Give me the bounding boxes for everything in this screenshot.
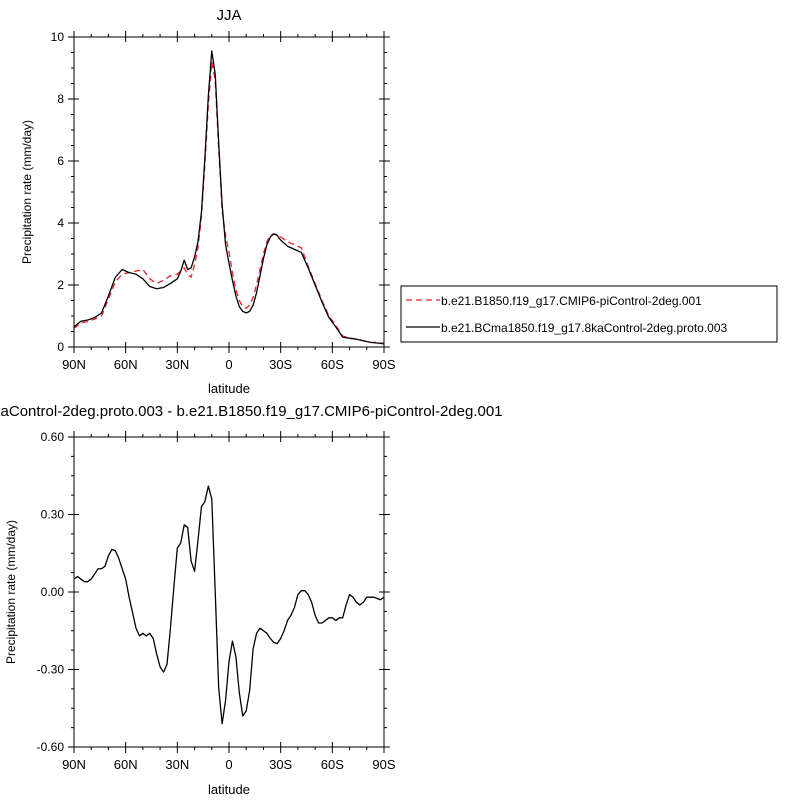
bottom-chart-title: g17.8kaControl-2deg.proto.003 - b.e21.B1… (0, 403, 503, 420)
bottom-y-axis: -0.60 -0.30 0.00 0.30 0.60 (37, 430, 390, 754)
top-x-tick-label: 90S (372, 357, 395, 372)
bottom-x-tick-label: 90N (62, 757, 86, 772)
top-chart-title: JJA (216, 7, 241, 24)
top-y-tick-label: 10 (51, 30, 65, 44)
bottom-y-tick-label: 0.60 (41, 430, 65, 444)
top-y-tick-label: 0 (57, 340, 64, 354)
top-x-tick-label: 30N (165, 357, 189, 372)
bottom-x-tick-label: 90S (372, 757, 395, 772)
top-x-tick-label: 90N (62, 357, 86, 372)
top-x-tick-label: 60S (321, 357, 344, 372)
top-x-axis-label: latitude (208, 381, 250, 396)
bottom-y-axis-label: Precipitation rate (mm/day) (4, 520, 18, 664)
bottom-x-axis: 90N 60N 30N 0 30S 60S 90S (62, 431, 396, 772)
top-x-tick-label: 60N (114, 357, 138, 372)
top-y-tick-label: 6 (57, 154, 64, 168)
top-x-tick-label: 0 (225, 357, 232, 372)
top-series-line-2 (73, 50, 385, 345)
bottom-panel: g17.8kaControl-2deg.proto.003 - b.e21.B1… (0, 403, 503, 797)
bottom-y-tick-label: 0.30 (41, 508, 65, 522)
top-x-tick-label: 30S (269, 357, 292, 372)
bottom-series-lines (73, 485, 385, 725)
legend: b.e21.B1850.f19_g17.CMIP6-piControl-2deg… (400, 285, 778, 343)
top-series-lines (73, 50, 385, 345)
bottom-x-tick-label: 0 (225, 757, 232, 772)
top-panel: JJA 0 2 4 6 8 10 90N 60N 30N 0 30S 60S 90S latitude… (20, 7, 396, 396)
legend-entry-series-1: b.e21.B1850.f19_g17.CMIP6-piControl-2deg… (441, 294, 702, 308)
top-y-axis-label: Precipitation rate (mm/day) (20, 120, 34, 264)
top-x-axis: 90N 60N 30N 0 30S 60S 90S (62, 31, 396, 372)
bottom-x-tick-label: 60S (321, 757, 344, 772)
top-y-tick-label: 4 (57, 216, 64, 230)
top-series-line-1 (73, 61, 385, 344)
bottom-y-tick-label: 0.00 (41, 585, 65, 599)
bottom-series-line-1 (73, 485, 385, 725)
legend-box (400, 285, 778, 343)
top-y-axis: 0 2 4 6 8 10 (51, 30, 390, 354)
top-plot-frame (73, 36, 385, 348)
bottom-y-tick-label: -0.60 (37, 740, 65, 754)
bottom-x-tick-label: 30S (269, 757, 292, 772)
bottom-x-axis-label: latitude (208, 782, 250, 797)
bottom-plot-frame (73, 436, 385, 748)
legend-entry-series-2: b.e21.BCma1850.f19_g17.8kaControl-2deg.p… (441, 321, 728, 335)
bottom-x-tick-label: 30N (165, 757, 189, 772)
top-y-tick-label: 8 (57, 92, 64, 106)
bottom-y-tick-label: -0.30 (37, 663, 65, 677)
bottom-x-tick-label: 60N (114, 757, 138, 772)
top-y-tick-label: 2 (57, 278, 64, 292)
